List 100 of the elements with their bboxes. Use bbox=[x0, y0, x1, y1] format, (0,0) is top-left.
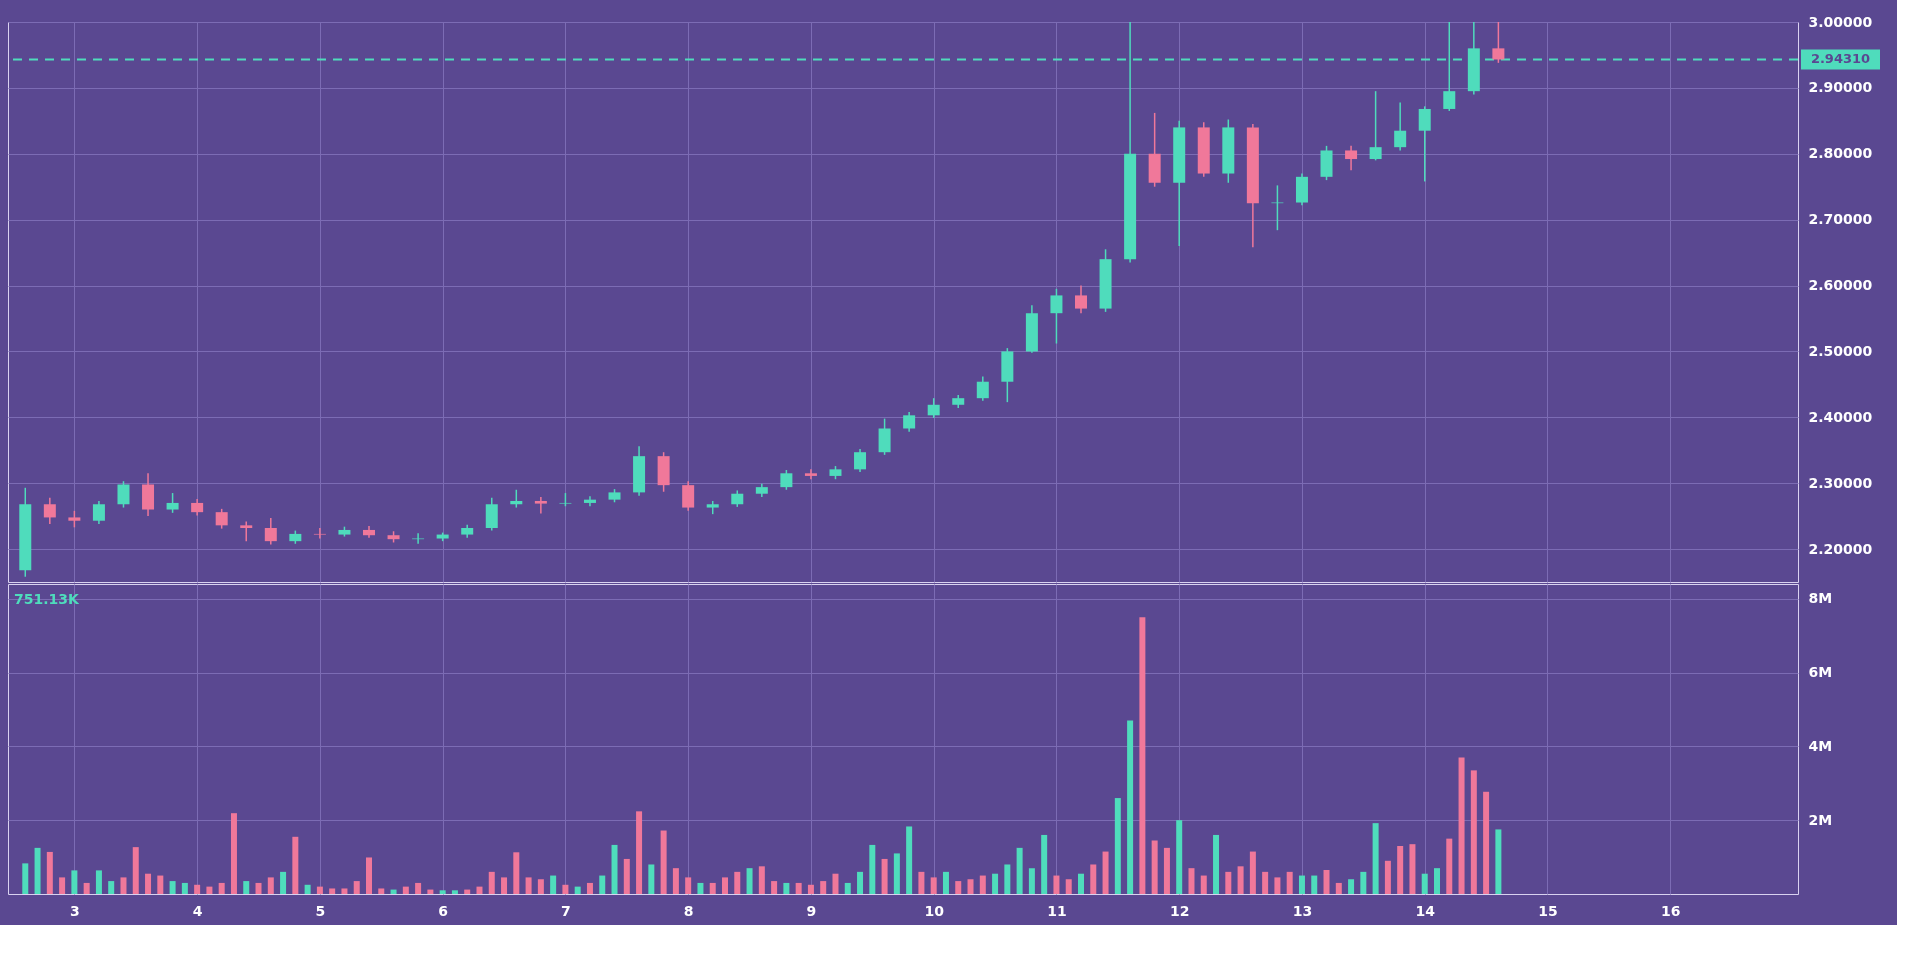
bar bbox=[34, 847, 41, 894]
bar bbox=[771, 881, 778, 894]
bar bbox=[599, 875, 606, 894]
bar bbox=[378, 888, 385, 894]
x-tick-label: 6 bbox=[438, 902, 449, 919]
bar bbox=[648, 864, 655, 894]
bar bbox=[1176, 820, 1183, 894]
bar bbox=[1163, 847, 1170, 894]
bar bbox=[832, 873, 839, 894]
candlestick bbox=[1369, 90, 1382, 162]
bar bbox=[255, 882, 262, 894]
bar bbox=[1237, 866, 1244, 894]
bar bbox=[586, 882, 593, 894]
bar bbox=[783, 882, 790, 894]
annotation: 751.13K bbox=[14, 591, 81, 607]
bar bbox=[1311, 875, 1318, 894]
bar bbox=[1139, 617, 1146, 894]
bar bbox=[194, 884, 201, 894]
bar bbox=[709, 882, 716, 894]
bar bbox=[1470, 770, 1477, 894]
x-tick-label: 12 bbox=[1169, 902, 1190, 919]
bar bbox=[132, 847, 139, 894]
y-tick-label: 2M bbox=[1808, 811, 1833, 828]
bar bbox=[550, 875, 557, 894]
candlestick bbox=[240, 520, 253, 542]
candlestick bbox=[485, 496, 498, 532]
bar bbox=[292, 836, 299, 894]
bar bbox=[83, 882, 90, 894]
bar bbox=[108, 881, 115, 894]
candlestick bbox=[583, 495, 596, 507]
bar bbox=[329, 888, 336, 894]
bar bbox=[280, 871, 287, 894]
bar bbox=[857, 871, 864, 894]
bar bbox=[1298, 875, 1305, 894]
bar bbox=[537, 879, 544, 894]
candlestick bbox=[166, 492, 179, 514]
bar bbox=[623, 858, 630, 894]
bar bbox=[611, 844, 618, 894]
candlestick bbox=[903, 411, 916, 433]
candlestick bbox=[1443, 21, 1456, 112]
candlestick bbox=[117, 480, 130, 509]
bar bbox=[230, 813, 237, 894]
candlestick bbox=[1418, 105, 1431, 183]
bar bbox=[95, 870, 102, 894]
bar bbox=[942, 871, 949, 894]
bar bbox=[145, 873, 152, 894]
y-tick-label: 8M bbox=[1808, 590, 1833, 607]
bar bbox=[304, 884, 311, 894]
bar bbox=[267, 877, 274, 894]
bar bbox=[636, 811, 643, 894]
bar bbox=[869, 844, 876, 894]
bar bbox=[1151, 840, 1158, 894]
x-tick-label: 8 bbox=[683, 902, 694, 919]
ref-line-label: 2.94310 bbox=[1810, 51, 1871, 67]
bar bbox=[795, 882, 802, 894]
y-tick-label: 2.50000 bbox=[1808, 342, 1873, 359]
bar bbox=[1213, 834, 1220, 894]
bar bbox=[181, 882, 188, 894]
bar bbox=[513, 852, 520, 894]
y-tick-label: 2.30000 bbox=[1808, 474, 1873, 491]
bar bbox=[1225, 871, 1232, 894]
bar bbox=[1495, 829, 1502, 894]
bar bbox=[758, 866, 765, 894]
bar bbox=[979, 875, 986, 894]
bar bbox=[918, 871, 925, 894]
bar bbox=[1127, 720, 1134, 894]
bar bbox=[1028, 868, 1035, 894]
candlestick bbox=[780, 469, 793, 491]
bar bbox=[1188, 868, 1195, 894]
bar bbox=[218, 882, 225, 894]
y-tick-label: 2.90000 bbox=[1808, 79, 1873, 96]
bar bbox=[1065, 879, 1072, 894]
y-tick-label: 6M bbox=[1808, 664, 1833, 681]
candlestick bbox=[43, 496, 56, 525]
bar bbox=[685, 877, 692, 894]
bar bbox=[1078, 873, 1084, 894]
x-tick-label: 10 bbox=[924, 902, 945, 919]
bar bbox=[501, 877, 508, 894]
x-tick-label: 14 bbox=[1415, 902, 1436, 919]
bar bbox=[881, 858, 888, 894]
candlestick bbox=[1050, 288, 1063, 345]
bar bbox=[1200, 875, 1207, 894]
bar bbox=[46, 851, 53, 894]
candlestick bbox=[976, 375, 989, 402]
bar bbox=[1348, 879, 1355, 894]
x-tick-label: 5 bbox=[315, 902, 326, 919]
bar bbox=[1114, 798, 1121, 894]
bar bbox=[697, 882, 704, 894]
bar bbox=[820, 881, 827, 894]
bar bbox=[660, 830, 667, 894]
x-tick-label: 11 bbox=[1047, 902, 1067, 919]
bar bbox=[451, 890, 458, 894]
bar bbox=[1335, 882, 1342, 894]
bar bbox=[525, 877, 532, 894]
x-tick-label: 16 bbox=[1661, 902, 1681, 919]
bar bbox=[930, 877, 937, 894]
bar bbox=[1397, 846, 1404, 894]
bar bbox=[1458, 757, 1465, 894]
candlestick bbox=[1345, 145, 1358, 171]
candlestick bbox=[92, 500, 105, 525]
